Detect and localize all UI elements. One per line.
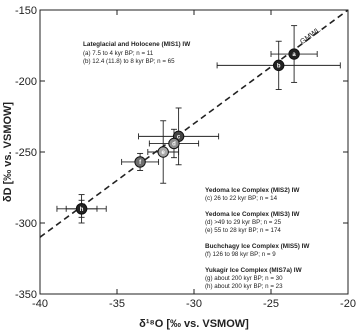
legend: Lateglacial and Holocene (MIS1) IW (a) 7…	[83, 41, 310, 290]
data-point-d	[168, 137, 180, 150]
legend-block-mis7a: Yukagir Ice Complex (MIS7a) IW (g) about…	[205, 267, 303, 290]
legend-block-mis5: Buchchagy Ice Complex (MIS5) IW (f) 126 …	[205, 243, 310, 258]
x-tick-label: -25	[263, 298, 279, 310]
legend-block-mis1: Lateglacial and Holocene (MIS1) IW (a) 7…	[83, 41, 191, 65]
legend-entry-d: (d) >49 to 29 kyr BP; n = 25	[205, 219, 282, 226]
x-axis-label: δ¹⁸O [‰ vs. VSMOW]	[139, 318, 249, 330]
y-axis-label: δD [‰ vs. VSMOW]	[2, 102, 14, 203]
gmwl-label: GMWL	[298, 25, 322, 46]
data-point-a	[288, 48, 300, 60]
x-tick-label: -30	[186, 298, 202, 310]
y-tick-label: -350	[15, 289, 37, 301]
legend-entry-g: (g) about 200 kyr BP; n = 30	[205, 275, 283, 282]
legend-entry-b: (b) 12.4 (11.8) to 8 kyr BP; n = 65	[83, 58, 175, 65]
point-label-c: c	[177, 134, 181, 140]
legend-title-mis7a: Yukagir Ice Complex (MIS7a) IW	[205, 267, 303, 274]
legend-block-mis3: Yedoma Ice Complex (MIS3) IW (d) >49 to …	[205, 211, 300, 234]
y-tick-label: -300	[15, 218, 37, 230]
x-tick-label: -20	[340, 298, 356, 310]
legend-entry-a: (a) 7.5 to 4 kyr BP; n = 11	[83, 50, 154, 57]
legend-entry-c: (c) 26 to 22 kyr BP; n = 14	[205, 195, 278, 202]
gmwl-reference-line	[39, 9, 349, 238]
y-tick-label: -250	[15, 147, 37, 159]
legend-title-mis1: Lateglacial and Holocene (MIS1) IW	[83, 41, 191, 48]
data-point-f	[134, 156, 146, 168]
point-label-a: a	[292, 52, 296, 58]
legend-title-mis3: Yedoma Ice Complex (MIS3) IW	[205, 211, 300, 218]
point-label-f: f	[139, 160, 142, 166]
data-point-e	[157, 146, 169, 158]
data-points: abcdefgh	[75, 48, 300, 215]
point-label-h: h	[80, 207, 84, 213]
point-label-e: e	[162, 150, 166, 156]
legend-title-mis5: Buchchagy Ice Complex (MIS5) IW	[205, 243, 310, 250]
legend-entry-h: (h) about 200 kyr BP; n = 23	[205, 283, 283, 290]
data-point-b	[273, 59, 285, 72]
legend-title-mis2: Yedoma Ice Complex (MIS2) IW	[205, 187, 300, 194]
axis-ticks: -40 -35 -30 -25 -20 -350 -300 -250 -200 -150	[15, 5, 356, 310]
point-label-b: b	[277, 63, 281, 69]
point-label-d: d	[172, 142, 176, 148]
legend-block-mis2: Yedoma Ice Complex (MIS2) IW (c) 26 to 2…	[205, 187, 300, 202]
x-tick-label: -35	[109, 298, 125, 310]
legend-entry-e: (e) 55 to 28 kyr BP; n = 174	[205, 227, 281, 234]
y-tick-label: -200	[15, 76, 37, 88]
y-tick-label: -150	[15, 5, 37, 17]
x-tick-label: -40	[32, 298, 48, 310]
data-point-h	[75, 203, 88, 215]
legend-entry-f: (f) 126 to 98 kyr BP; n = 9	[205, 251, 276, 258]
